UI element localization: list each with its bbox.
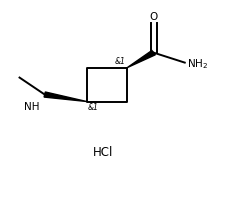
Text: HCl: HCl (93, 145, 113, 158)
Text: O: O (149, 12, 158, 22)
Text: &1: &1 (115, 56, 126, 65)
Text: NH: NH (24, 101, 40, 111)
Polygon shape (127, 51, 155, 68)
Polygon shape (44, 93, 86, 102)
Text: &1: &1 (88, 103, 99, 112)
Text: NH$_2$: NH$_2$ (187, 57, 208, 70)
